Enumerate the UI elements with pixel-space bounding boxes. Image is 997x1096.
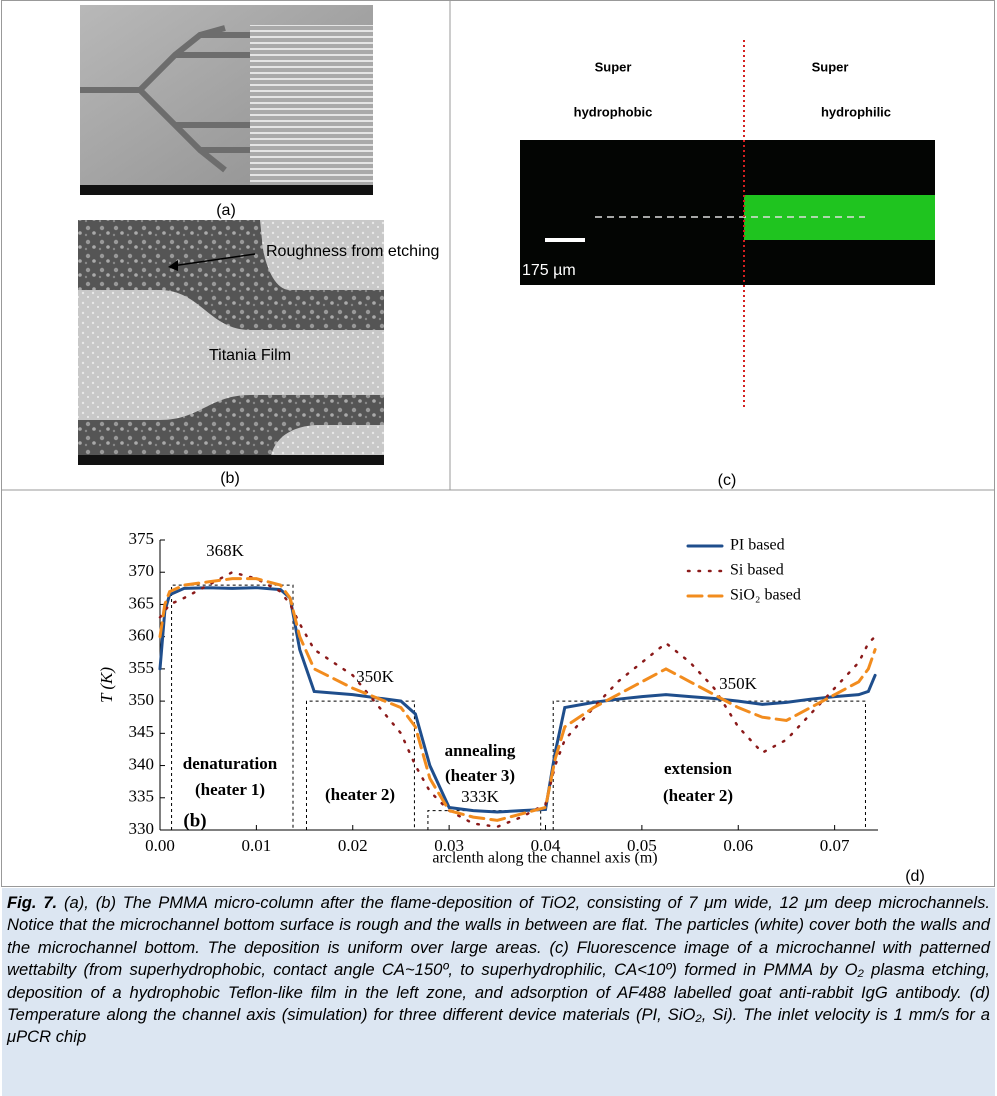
y-tick-label: 370	[129, 561, 155, 580]
y-tick-label: 375	[129, 529, 155, 548]
y-tick-label: 355	[129, 658, 155, 677]
figure: (a) Roughness from etching Titania Film …	[0, 0, 997, 888]
fluorescence-image	[520, 40, 935, 410]
sem-image-a	[80, 5, 373, 195]
panel-label: (b)	[220, 470, 240, 487]
legend-label: Si based	[730, 562, 784, 579]
y-tick-label: 335	[129, 787, 155, 806]
zone-label: hydrophobic	[574, 104, 653, 119]
annotation: (b)	[183, 810, 206, 831]
annotation: 350K	[719, 674, 758, 693]
y-tick-label: 365	[129, 593, 155, 612]
annotation: annealing	[445, 741, 516, 760]
y-tick-label: 360	[129, 626, 155, 645]
panel-label: (a)	[216, 202, 236, 219]
target-region	[306, 701, 414, 830]
annotation: Titania Film	[209, 347, 291, 364]
x-tick-label: 0.00	[145, 836, 175, 855]
caption: Fig. 7. (a), (b) The PMMA micro-column a…	[2, 888, 995, 1096]
y-tick-label: 340	[129, 754, 155, 773]
zone-label: Super	[812, 59, 849, 74]
legend-label: SiO₂ based	[730, 587, 801, 604]
series-line	[160, 588, 875, 812]
panel-label: (c)	[718, 472, 737, 489]
annotation: (heater 2)	[663, 786, 733, 805]
annotation: 368K	[206, 541, 245, 560]
y-tick-label: 350	[129, 690, 155, 709]
x-tick-label: 0.01	[242, 836, 272, 855]
annotation: (heater 3)	[445, 766, 515, 785]
x-tick-label: 0.05	[627, 836, 657, 855]
zone-label: Super	[595, 59, 632, 74]
caption-text: (a), (b) The PMMA micro-column after the…	[7, 893, 990, 1046]
legend-label: PI based	[730, 537, 785, 554]
caption-label: Fig. 7.	[7, 893, 57, 912]
annotation: 333K	[461, 787, 500, 806]
zone-label: hydrophilic	[821, 104, 891, 119]
x-tick-label: 0.03	[434, 836, 464, 855]
y-tick-label: 345	[129, 722, 155, 741]
page: {"panels": { "a": {"label": "(a)"}, "b":…	[0, 0, 997, 1095]
annotation: (heater 2)	[325, 785, 395, 804]
x-tick-label: 0.06	[723, 836, 753, 855]
series-line	[160, 579, 875, 821]
x-tick-label: 0.04	[531, 836, 561, 855]
annotation: Roughness from etching	[266, 243, 439, 260]
scale-bar-label: 175 µm	[522, 262, 576, 279]
y-axis-label: T (K)	[97, 667, 116, 703]
annotation: extension	[664, 759, 733, 778]
series-line	[160, 572, 875, 827]
annotation: denaturation	[183, 754, 278, 773]
panel-label: (d)	[905, 868, 925, 885]
x-tick-label: 0.02	[338, 836, 368, 855]
annotation: (heater 1)	[195, 780, 265, 799]
annotation: 350K	[356, 667, 395, 686]
x-tick-label: 0.07	[820, 836, 850, 855]
